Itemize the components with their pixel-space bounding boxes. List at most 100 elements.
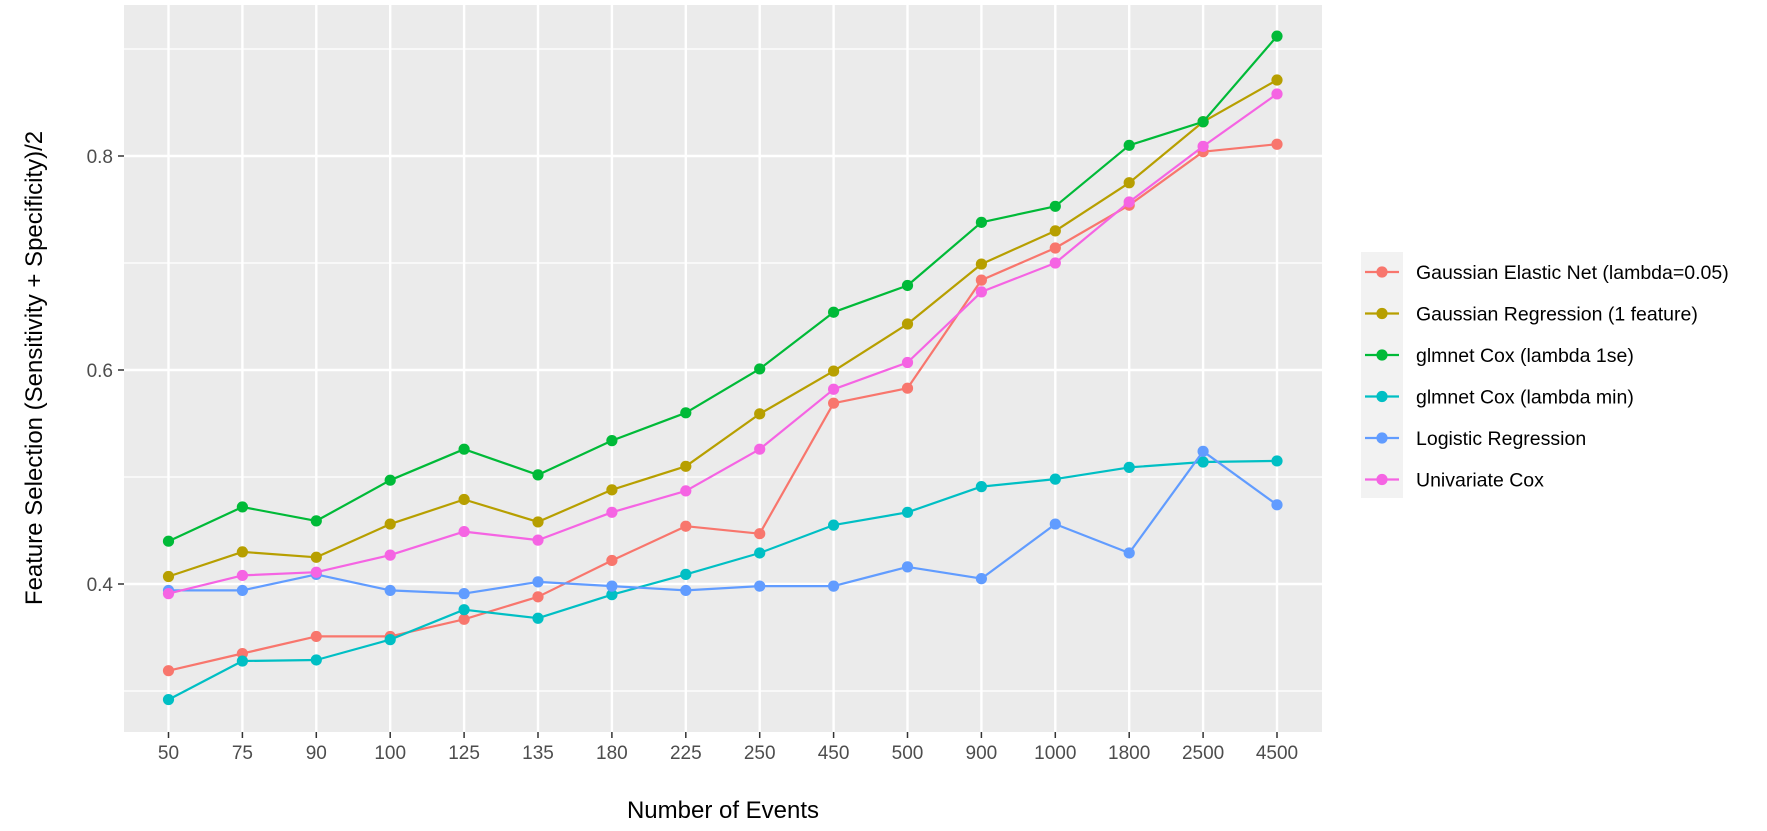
- data-point: [680, 407, 692, 419]
- series-line: [168, 143, 1278, 672]
- y-tick-label: 0.8: [87, 147, 113, 168]
- data-point: [975, 481, 988, 493]
- x-tick-label: 250: [744, 743, 776, 764]
- data-point: [606, 554, 618, 567]
- data-point: [828, 519, 840, 531]
- data-point: [236, 546, 248, 558]
- data-point: [162, 570, 175, 583]
- y-axis-title: Feature Selection (Sensitivity + Specifi…: [21, 131, 48, 605]
- x-tick-label: 225: [670, 743, 702, 764]
- gridlines: [124, 5, 1322, 732]
- x-tick-label: 900: [966, 743, 998, 764]
- data-point: [236, 655, 248, 667]
- data-point: [1123, 196, 1135, 208]
- data-point: [310, 566, 322, 578]
- x-tick-label: 50: [158, 743, 179, 764]
- data-point: [384, 518, 396, 530]
- series: [162, 88, 1283, 600]
- data-point: [901, 356, 914, 369]
- data-point: [1197, 116, 1209, 128]
- x-tick-label: 100: [374, 743, 406, 764]
- data-point: [458, 525, 470, 538]
- x-tick-label: 90: [306, 743, 327, 764]
- y-axis: 0.4 0.6 0.8: [87, 147, 124, 596]
- data-point: [754, 547, 766, 559]
- data-point: [1197, 140, 1209, 152]
- data-point: [532, 612, 544, 624]
- data-point: [236, 501, 248, 513]
- data-point: [458, 588, 470, 600]
- data-point: [532, 576, 544, 588]
- data-point: [310, 654, 322, 666]
- data-point: [310, 515, 322, 527]
- data-point: [458, 613, 470, 625]
- data-point: [1271, 30, 1283, 42]
- data-point: [384, 549, 396, 561]
- data-point: [1271, 88, 1283, 100]
- series: [162, 30, 1283, 547]
- series-lines: [162, 30, 1283, 706]
- data-point: [384, 584, 396, 597]
- data-point: [680, 485, 692, 497]
- x-tick-label: 180: [596, 743, 628, 764]
- plot-panel: [124, 5, 1322, 732]
- data-point: [532, 591, 544, 603]
- y-tick-label: 0.6: [87, 361, 113, 382]
- data-point: [1049, 200, 1061, 212]
- data-point: [1049, 225, 1061, 237]
- x-tick-label: 135: [522, 743, 554, 764]
- y-tick-label: 0.4: [87, 575, 114, 596]
- data-point: [901, 382, 914, 394]
- data-point: [901, 318, 914, 330]
- data-point: [828, 383, 840, 395]
- data-point: [975, 274, 988, 286]
- data-point: [901, 561, 914, 573]
- x-tick-label: 450: [818, 743, 850, 764]
- series-line: [168, 79, 1278, 578]
- series-line: [168, 35, 1278, 543]
- data-point: [458, 493, 470, 506]
- x-axis: 50 75 90 100 125 135 180 225 250 450 500 900 1000 180…: [158, 732, 1298, 764]
- data-point: [975, 216, 988, 228]
- data-point: [1123, 177, 1135, 189]
- data-point: [162, 535, 175, 547]
- data-point: [532, 516, 544, 528]
- series: [162, 138, 1283, 677]
- data-point: [162, 693, 175, 706]
- data-point: [975, 258, 988, 270]
- data-point: [828, 306, 840, 318]
- x-tick-label: 4500: [1256, 743, 1298, 764]
- data-point: [680, 568, 692, 580]
- series-line: [167, 459, 1278, 701]
- legend-key-point: [1376, 432, 1388, 444]
- data-point: [606, 484, 618, 496]
- data-point: [1049, 518, 1061, 530]
- legend-key-point: [1376, 390, 1388, 403]
- legend-label: Gaussian Elastic Net (lambda=0.05): [1416, 262, 1729, 284]
- data-point: [606, 589, 618, 601]
- x-tick-label: 125: [448, 743, 480, 764]
- data-point: [162, 588, 175, 600]
- data-point: [1271, 455, 1283, 467]
- data-point: [606, 435, 618, 447]
- series: [162, 455, 1283, 706]
- data-point: [1271, 138, 1283, 150]
- data-point: [310, 630, 322, 643]
- data-point: [901, 506, 914, 518]
- legend-key-point: [1376, 349, 1388, 361]
- legend-key-point: [1376, 307, 1388, 320]
- x-tick-label: 500: [892, 743, 924, 764]
- data-point: [1049, 473, 1061, 485]
- legend-label: glmnet Cox (lambda 1se): [1416, 345, 1634, 367]
- data-point: [606, 506, 618, 518]
- data-point: [754, 363, 766, 375]
- data-point: [754, 443, 766, 455]
- data-point: [1197, 456, 1209, 468]
- series: [162, 74, 1283, 583]
- legend-key-point: [1376, 266, 1388, 278]
- data-point: [1049, 242, 1061, 254]
- legend-label: Gaussian Regression (1 feature): [1416, 304, 1698, 326]
- data-point: [1197, 445, 1209, 457]
- data-point: [1123, 547, 1135, 559]
- data-point: [828, 580, 840, 592]
